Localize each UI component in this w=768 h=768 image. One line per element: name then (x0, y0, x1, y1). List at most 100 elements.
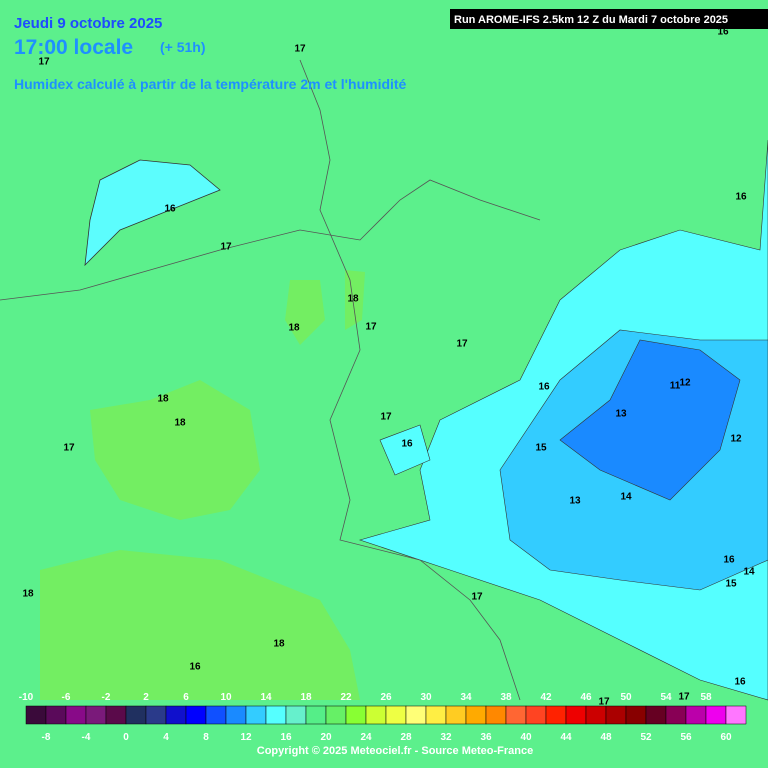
run-info: Run AROME-IFS 2.5km 12 Z du Mardi 7 octo… (454, 14, 728, 26)
contour-label: 17 (220, 242, 232, 253)
contour-label: 16 (723, 555, 735, 566)
scale-label: 30 (420, 692, 432, 703)
scale-swatch (685, 705, 707, 725)
scale-label: 54 (660, 692, 672, 703)
scale-label: 60 (720, 732, 732, 743)
contour-label: 13 (615, 409, 627, 420)
scale-label: 12 (240, 732, 252, 743)
contour-label: 15 (535, 443, 547, 454)
scale-swatch (205, 705, 227, 725)
scale-label: 24 (360, 732, 372, 743)
contour-label: 17 (294, 44, 306, 55)
scale-swatch (665, 705, 687, 725)
border (0, 179, 541, 301)
scale-swatch (445, 705, 467, 725)
scale-swatch (225, 705, 247, 725)
contour-label: 16 (538, 382, 550, 393)
scale-label: 16 (280, 732, 292, 743)
region-18 (345, 270, 365, 330)
scale-swatch (45, 705, 67, 725)
scale-label: -2 (102, 692, 111, 703)
scale-swatch (425, 705, 447, 725)
scale-swatch (125, 705, 147, 725)
scale-label: 52 (640, 732, 652, 743)
scale-swatch (65, 705, 87, 725)
scale-label: 58 (700, 692, 712, 703)
contour-label: 14 (743, 567, 755, 578)
scale-swatch (305, 705, 327, 725)
scale-swatch (505, 705, 527, 725)
scale-swatch (725, 705, 747, 725)
scale-label: 38 (500, 692, 512, 703)
contour-label: 17 (471, 592, 483, 603)
region-16 (379, 424, 431, 476)
contour-label: 11 (670, 381, 681, 392)
contour-label: 12 (679, 378, 691, 389)
contour-label: 18 (174, 418, 186, 429)
contour-label: 18 (157, 394, 169, 405)
contour-label: 16 (717, 27, 729, 38)
scale-label: 18 (300, 692, 312, 703)
contour-label: 14 (620, 492, 632, 503)
scale-swatch (385, 705, 407, 725)
scale-label: 22 (340, 692, 352, 703)
region-18 (40, 550, 360, 700)
scale-label: 8 (203, 732, 209, 743)
scale-swatch (265, 705, 287, 725)
scale-label: 46 (580, 692, 592, 703)
scale-label: 14 (260, 692, 272, 703)
scale-label: 36 (480, 732, 492, 743)
scale-swatch (345, 705, 367, 725)
region-18 (90, 380, 260, 520)
scale-swatch (705, 705, 727, 725)
scale-swatch (465, 705, 487, 725)
contour-label: 17 (38, 57, 50, 68)
contour-label: 18 (22, 589, 34, 600)
contour-label: 18 (273, 639, 285, 650)
scale-label: 6 (183, 692, 189, 703)
scale-swatch (605, 705, 627, 725)
scale-swatch (585, 705, 607, 725)
scale-swatch (625, 705, 647, 725)
scale-swatch (405, 705, 427, 725)
scale-label: 44 (560, 732, 572, 743)
scale-label: -8 (42, 732, 51, 743)
scale-label: -6 (62, 692, 71, 703)
scale-swatch (365, 705, 387, 725)
scale-swatch (325, 705, 347, 725)
time: 17:00 locale (14, 36, 133, 59)
contour-label: 13 (569, 496, 581, 507)
scale-swatch (25, 705, 47, 725)
run-box (450, 9, 768, 29)
border (299, 59, 521, 701)
scale-swatch (485, 705, 507, 725)
region-18 (285, 280, 325, 345)
scale-label: -10 (19, 692, 34, 703)
contour-label: 15 (725, 579, 737, 590)
contour-label: 17 (365, 322, 377, 333)
lead-time: (+ 51h) (160, 39, 206, 55)
contour-label: 17 (380, 412, 392, 423)
contour-label: 17 (598, 697, 610, 708)
contour-label: 17 (63, 443, 75, 454)
scale-label: 50 (620, 692, 632, 703)
date: Jeudi 9 octobre 2025 (14, 15, 162, 32)
lake (84, 159, 221, 267)
scale-swatch (105, 705, 127, 725)
scale-swatch (245, 705, 267, 725)
scale-swatch (85, 705, 107, 725)
contour-label: 17 (456, 339, 468, 350)
scale-swatch (645, 705, 667, 725)
scale-label: -4 (82, 732, 91, 743)
scale-label: 48 (600, 732, 612, 743)
scale-label: 20 (320, 732, 332, 743)
copyright: Copyright © 2025 Meteociel.fr - Source M… (257, 745, 533, 757)
scale-swatch (145, 705, 167, 725)
contour-label: 18 (347, 294, 359, 305)
contour-label: 16 (189, 662, 201, 673)
description: Humidex calculé à partir de la températu… (14, 76, 407, 92)
contour-label: 16 (164, 204, 176, 215)
scale-swatch (285, 705, 307, 725)
scale-label: 4 (163, 732, 169, 743)
